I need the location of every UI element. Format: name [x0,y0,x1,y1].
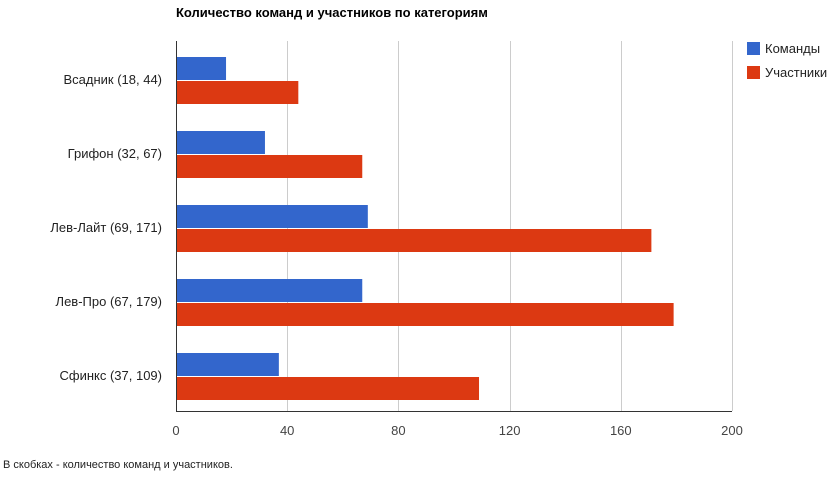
bar-teams [176,205,368,228]
x-tick-label: 200 [721,423,743,438]
legend-swatch [747,66,760,79]
legend-label: Команды [765,41,820,56]
bar-teams [176,353,279,376]
bar-participants [176,303,674,326]
category-label: Сфинкс (37, 109) [59,368,162,383]
bar-participants [176,155,363,178]
bar-teams [176,57,227,80]
axes [176,41,732,412]
x-tick-label: 120 [499,423,521,438]
gridlines [287,41,733,411]
legend: Команды Участники [747,41,827,80]
bars [176,57,674,400]
category-label: Лев-Лайт (69, 171) [50,220,162,235]
bar-teams [176,279,363,302]
category-labels: Всадник (18, 44) Грифон (32, 67) Лев-Лайт … [50,72,162,383]
x-tick-label: 40 [280,423,294,438]
category-label: Всадник (18, 44) [63,72,162,87]
x-tick-labels: 0 40 80 120 160 200 [172,423,742,438]
legend-swatch [747,42,760,55]
bar-participants [176,377,480,400]
x-tick-label: 160 [610,423,632,438]
category-label: Грифон (32, 67) [68,146,162,161]
footnote: В скобках - количество команд и участник… [3,459,233,471]
x-tick-label: 0 [172,423,179,438]
category-label: Лев-Про (67, 179) [56,294,162,309]
bar-participants [176,81,299,104]
legend-label: Участники [765,65,827,80]
bar-teams [176,131,265,154]
x-tick-label: 80 [391,423,405,438]
bar-participants [176,229,652,252]
chart-title: Количество команд и участников по катего… [176,5,488,20]
